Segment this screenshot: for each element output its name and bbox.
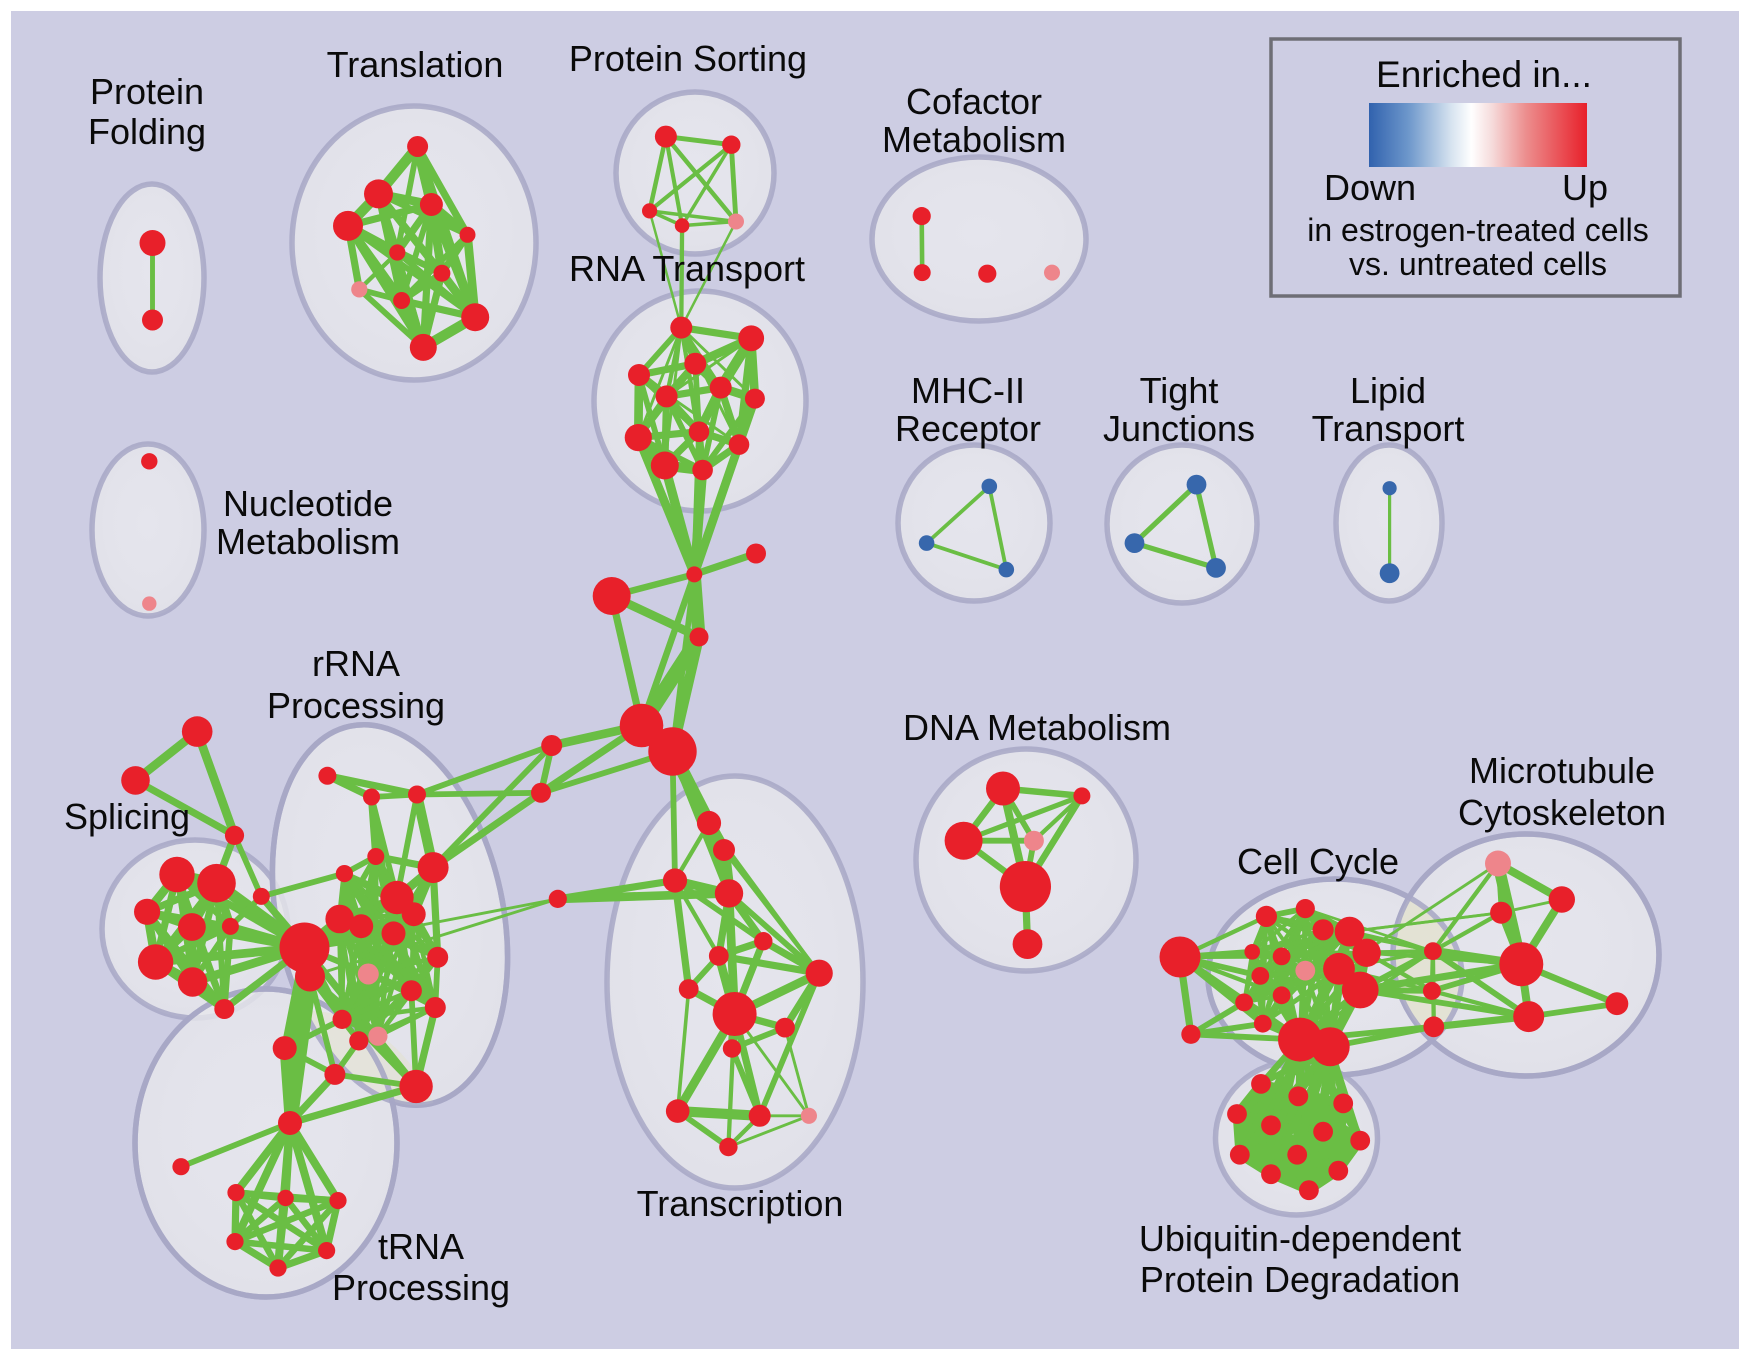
svg-text:Junctions: Junctions	[1103, 408, 1255, 449]
svg-text:Ubiquitin-dependent: Ubiquitin-dependent	[1139, 1218, 1461, 1259]
svg-text:Transcription: Transcription	[637, 1183, 844, 1224]
svg-text:Down: Down	[1324, 167, 1416, 208]
svg-text:Transport: Transport	[1312, 408, 1465, 449]
svg-text:Processing: Processing	[267, 685, 445, 726]
svg-text:Microtubule: Microtubule	[1469, 750, 1655, 791]
svg-text:Cell Cycle: Cell Cycle	[1237, 841, 1399, 882]
svg-text:Protein Sorting: Protein Sorting	[569, 38, 807, 79]
svg-text:in estrogen-treated cells: in estrogen-treated cells	[1307, 212, 1649, 248]
svg-text:DNA Metabolism: DNA Metabolism	[903, 707, 1171, 748]
svg-text:Cofactor: Cofactor	[906, 81, 1042, 122]
svg-text:Folding: Folding	[88, 111, 206, 152]
svg-text:tRNA: tRNA	[378, 1226, 464, 1267]
svg-text:Processing: Processing	[332, 1267, 510, 1308]
svg-text:MHC-II: MHC-II	[911, 370, 1025, 411]
svg-text:Metabolism: Metabolism	[882, 119, 1066, 160]
svg-text:Metabolism: Metabolism	[216, 521, 400, 562]
svg-text:Splicing: Splicing	[64, 796, 190, 837]
svg-text:Tight: Tight	[1140, 370, 1219, 411]
svg-text:RNA Transport: RNA Transport	[569, 248, 805, 289]
svg-text:Protein: Protein	[90, 71, 204, 112]
svg-text:vs. untreated cells: vs. untreated cells	[1349, 246, 1607, 282]
svg-text:rRNA: rRNA	[312, 643, 400, 684]
svg-text:Nucleotide: Nucleotide	[223, 483, 393, 524]
svg-text:Protein Degradation: Protein Degradation	[1140, 1259, 1460, 1300]
svg-text:Receptor: Receptor	[895, 408, 1041, 449]
svg-text:Translation: Translation	[327, 44, 504, 85]
svg-text:Lipid: Lipid	[1350, 370, 1426, 411]
svg-text:Cytoskeleton: Cytoskeleton	[1458, 792, 1666, 833]
svg-text:Enriched in...: Enriched in...	[1376, 54, 1592, 95]
svg-text:Up: Up	[1562, 167, 1608, 208]
